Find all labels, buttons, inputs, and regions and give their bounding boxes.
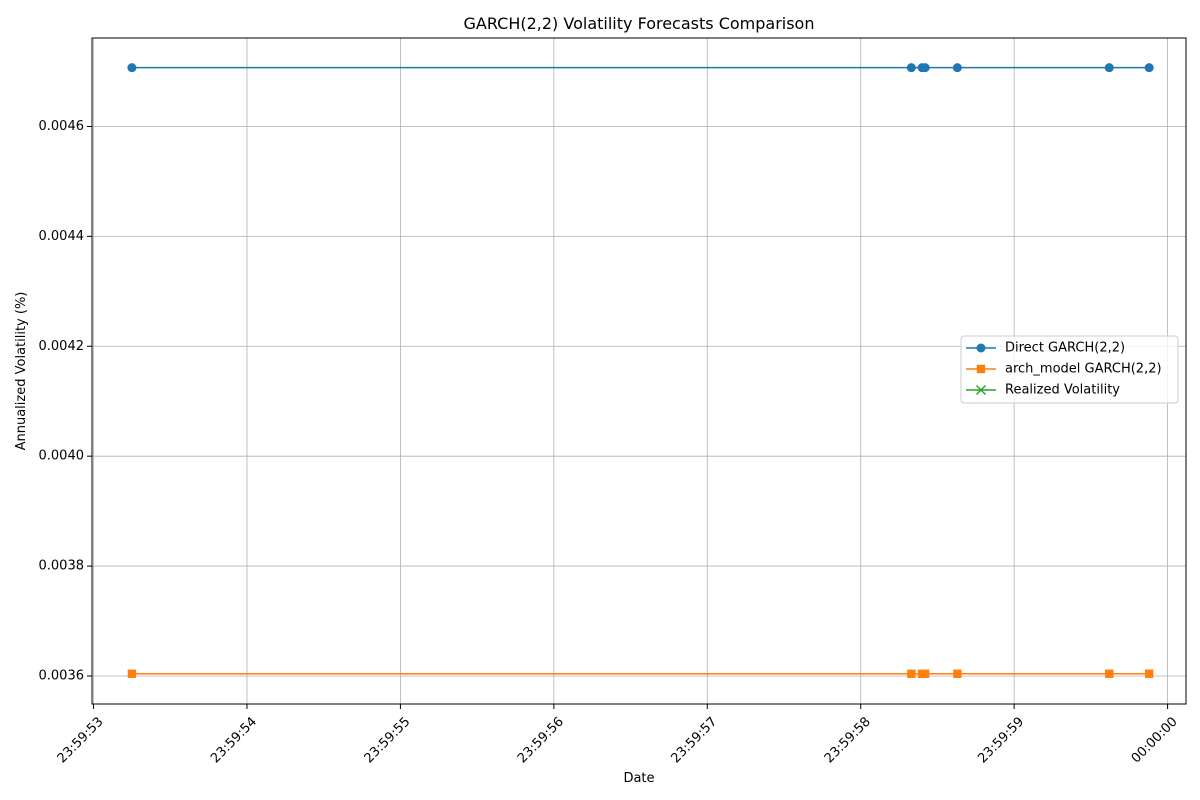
- data-point: [1104, 63, 1114, 73]
- x-gridlines: [93, 38, 1168, 704]
- x-tick-label: 23:59:59: [975, 714, 1027, 766]
- legend-marker: [976, 364, 986, 374]
- series-layer: [127, 63, 1154, 678]
- data-point: [1144, 669, 1154, 678]
- x-axis-ticks: 23:59:53 23:59:54 23:59:55 23:59:56 23:59:57…: [55, 704, 1181, 766]
- legend-marker: [976, 343, 986, 353]
- data-point: [906, 63, 916, 73]
- data-point: [127, 669, 137, 678]
- y-tick-label: 0.0042: [39, 339, 85, 354]
- y-tick-label: 0.0046: [39, 119, 85, 134]
- data-point: [920, 63, 930, 73]
- legend-label: arch_model GARCH(2,2): [1005, 362, 1162, 377]
- legend-item: Direct GARCH(2,2): [966, 341, 1125, 356]
- data-point: [952, 63, 962, 73]
- y-tick-label: 0.0036: [39, 668, 85, 683]
- legend-marker: [976, 385, 986, 395]
- x-tick-label: 23:59:55: [362, 714, 414, 766]
- data-point: [907, 669, 916, 678]
- legend-item: arch_model GARCH(2,2): [966, 362, 1162, 377]
- legend: Direct GARCH(2,2) arch_model GARCH(2,2) Re…: [960, 335, 1179, 404]
- legend-label: Realized Volatility: [1005, 383, 1120, 398]
- x-tick-label: 23:59:56: [515, 714, 567, 766]
- series-1: [127, 669, 1154, 678]
- data-point: [953, 669, 962, 678]
- x-tick-label: 23:59:54: [208, 714, 260, 766]
- y-axis-ticks: 0.0036 0.0038 0.0040 0.0042 0.0044 0.0046: [39, 119, 92, 683]
- x-tick-label: 23:59:53: [55, 714, 107, 766]
- x-axis-title: Date: [623, 771, 654, 786]
- plot-frame: [91, 37, 1187, 705]
- data-point: [920, 669, 930, 678]
- y-tick-label: 0.0040: [39, 449, 85, 464]
- y-tick-label: 0.0038: [39, 559, 85, 574]
- data-point: [1144, 63, 1154, 73]
- x-tick-label: 00:00:00: [1129, 714, 1181, 766]
- legend-item: Realized Volatility: [966, 383, 1120, 398]
- legend-label: Direct GARCH(2,2): [1005, 341, 1125, 356]
- series-0: [127, 63, 1154, 73]
- data-point: [1105, 669, 1114, 678]
- y-axis-title: Annualized Volatility (%): [14, 292, 29, 451]
- data-point: [127, 63, 137, 73]
- legend-box: [960, 335, 1179, 404]
- chart-title: GARCH(2,2) Volatility Forecasts Comparis…: [464, 14, 815, 33]
- x-tick-label: 23:59:58: [822, 714, 874, 766]
- y-tick-label: 0.0044: [39, 229, 85, 244]
- x-tick-label: 23:59:57: [668, 714, 720, 766]
